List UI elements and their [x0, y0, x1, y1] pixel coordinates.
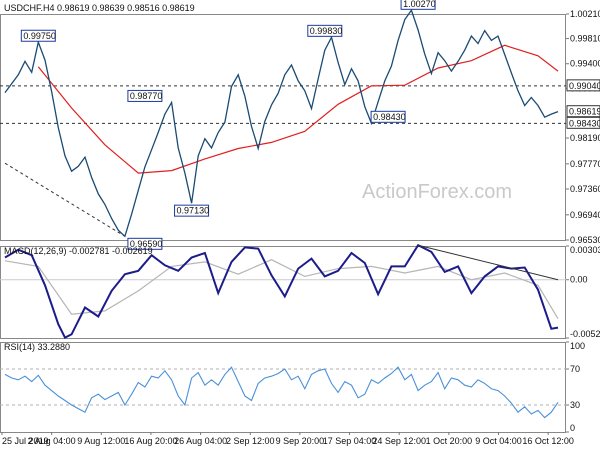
price-level-box — [566, 79, 600, 92]
rsi-y-tick-label: 30 — [570, 400, 580, 410]
x-tick-label: 9 Oct 04:00 — [475, 436, 522, 446]
price-annotation-box — [370, 110, 406, 123]
price-y-tick-label: 0.98190 — [570, 133, 600, 143]
price-y-tick-label: 0.96940 — [570, 210, 600, 220]
x-tick-label: 16 Oct 12:00 — [522, 436, 574, 446]
price-annotation-box — [20, 29, 56, 42]
macd-panel-frame — [0, 246, 566, 339]
x-tick-label: 2 Aug 04:00 — [28, 436, 76, 446]
macd-y-tick-label: 0.00303 — [570, 245, 600, 255]
macd-signal-line — [4, 259, 559, 320]
x-tick-label: 9 Sep 20:00 — [276, 436, 325, 446]
macd-y-tick-label: 0.00 — [570, 275, 588, 285]
rsi-line — [4, 366, 559, 419]
price-annotation-label: 0.99830 — [310, 26, 343, 36]
x-tick-label: 17 Sep 04:00 — [323, 436, 377, 446]
price-y-tick-label: 0.99400 — [570, 59, 600, 69]
price-level-label: 0.98430 — [569, 118, 600, 128]
price-panel-title: USDCHF.H4 0.98619 0.98639 0.98516 0.9861… — [4, 3, 195, 13]
price-annotation-label: 1.00270 — [403, 0, 436, 9]
macd-y-tick-label: -0.005236 — [570, 329, 600, 339]
moving-average-line — [37, 44, 559, 174]
price-panel-frame — [0, 14, 566, 241]
price-level-label: 0.99040 — [569, 81, 600, 91]
price-annotation-label: 0.97130 — [177, 206, 210, 216]
price-annotation-box — [127, 237, 163, 250]
price-y-tick-label: 0.99810 — [570, 34, 600, 44]
price-y-tick-label: 0.96530 — [570, 235, 600, 245]
current-price-box — [566, 105, 600, 118]
rsi-y-tick-label: 70 — [570, 364, 580, 374]
watermark: ActionForex.com — [362, 181, 512, 203]
x-tick-label: 2 Sep 12:00 — [226, 436, 275, 446]
x-tick-label: 24 Sep 12:00 — [372, 436, 426, 446]
current-price-label: 0.98619 — [569, 107, 600, 117]
x-tick-label: 1 Oct 20:00 — [426, 436, 473, 446]
rsi-panel-title: RSI(14) 33.2880 — [4, 342, 70, 352]
price-trendline — [4, 162, 126, 237]
rsi-panel-frame — [0, 342, 566, 433]
price-y-tick-label: 0.97770 — [570, 159, 600, 169]
price-y-tick-label: 1.00210 — [570, 9, 600, 19]
macd-trendline — [417, 244, 559, 281]
x-tick-label: 16 Aug 20:00 — [124, 436, 177, 446]
price-annotation-label: 0.98430 — [373, 112, 406, 122]
price-annotation-box — [400, 0, 436, 10]
price-series-line — [4, 8, 559, 238]
x-tick-label: 26 Aug 04:00 — [174, 436, 227, 446]
price-level-box — [566, 116, 600, 129]
price-annotation-label: 0.99750 — [23, 31, 56, 41]
macd-panel-title: MACD(12,26,9) -0.002781 -0.002619 — [4, 246, 153, 256]
x-tick-label: 25 Jul 2019 — [2, 436, 49, 446]
price-annotation-label: 0.98770 — [130, 91, 163, 101]
price-annotation-box — [127, 89, 163, 102]
rsi-y-tick-label: 100 — [570, 341, 585, 351]
rsi-y-tick-label: 0 — [570, 423, 575, 433]
price-annotation-box — [307, 24, 343, 37]
price-annotation-label: 0.96590 — [130, 239, 163, 249]
x-tick-label: 9 Aug 12:00 — [77, 436, 125, 446]
macd-line — [4, 243, 559, 339]
price-annotation-box — [174, 204, 210, 217]
price-y-tick-label: 0.97360 — [570, 184, 600, 194]
